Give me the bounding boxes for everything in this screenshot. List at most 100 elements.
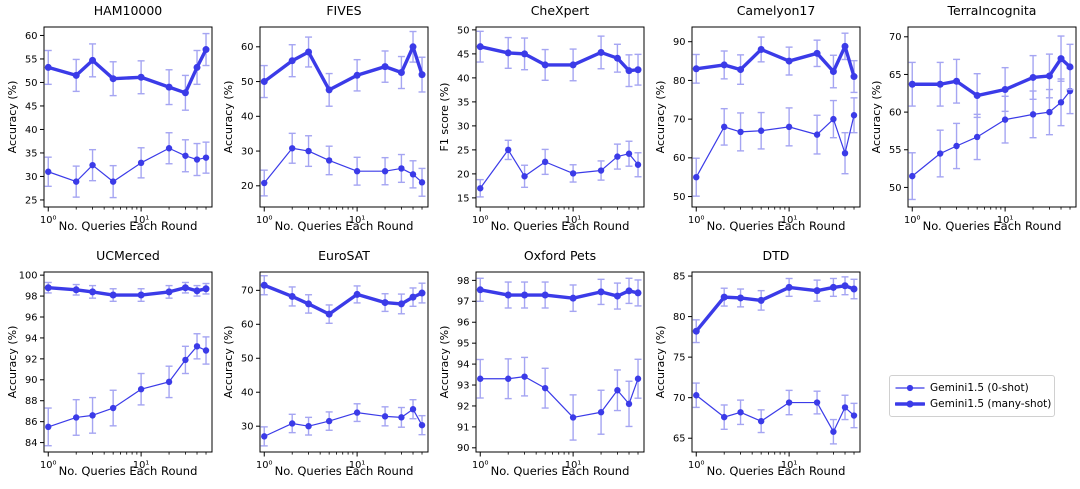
subplot-title: Oxford Pets [523,248,597,263]
x-axis-label: No. Queries Each Round [58,464,198,478]
subplot-title: UCMerced [96,248,160,263]
svg-text:90: 90 [25,375,37,386]
svg-text:40: 40 [241,112,253,123]
svg-text:10⁰: 10⁰ [40,460,56,471]
subplot-eurosat: EuroSAT Accuracy (%) 30 40 50 60 70 10⁰ 10¹ No… [216,245,432,489]
chart-canvas-chexpert: 15 20 25 30 35 40 45 50 10⁰ 10¹ [432,19,648,245]
legend-item-0shot: Gemini1.5 (0-shot) [895,380,1048,396]
svg-text:10⁰: 10⁰ [256,215,272,226]
svg-text:85: 85 [673,271,685,282]
subplot-chexpert: CheXpert F1 score (%) 15 20 25 30 35 40 45 50 10… [432,0,648,244]
chart-canvas-fives: 20 30 40 50 60 10⁰ 10¹ [216,19,432,245]
plot-area: 50 60 70 80 90 10⁰ 10¹ [673,26,861,226]
svg-text:15: 15 [457,193,469,204]
svg-text:10¹: 10¹ [349,460,365,471]
svg-text:40: 40 [25,125,37,136]
subplot-title: EuroSAT [318,248,370,263]
chart-canvas-oxford-pets: 90 91 92 93 94 95 96 97 98 10⁰ 10¹ [432,264,648,489]
subplot-title: DTD [762,248,790,263]
svg-text:98: 98 [25,291,37,302]
legend: Gemini1.5 (0-shot) Gemini1.5 (many-shot) [889,375,1055,417]
subplot-title: FIVES [326,3,362,18]
svg-text:88: 88 [25,396,37,407]
svg-text:45: 45 [457,49,469,60]
svg-text:80: 80 [673,76,685,87]
svg-text:10¹: 10¹ [133,460,149,471]
x-axis-label: No. Queries Each Round [490,464,630,478]
svg-text:55: 55 [889,145,901,156]
plot-area: 20 30 40 50 60 10⁰ 10¹ [241,26,429,226]
svg-text:50: 50 [241,354,253,365]
svg-text:25: 25 [25,195,37,206]
svg-text:70: 70 [673,115,685,126]
legend-cell: Gemini1.5 (0-shot) Gemini1.5 (many-shot) [864,245,1080,489]
svg-text:10¹: 10¹ [997,215,1013,226]
svg-text:40: 40 [457,73,469,84]
svg-text:60: 60 [241,42,253,53]
chart-canvas-ham10000: 25 30 35 40 45 50 55 60 10⁰ 10¹ [0,19,216,245]
subplot-fives: FIVES Accuracy (%) 20 30 40 50 60 10⁰ 10¹ No. … [216,0,432,244]
svg-text:40: 40 [241,388,253,399]
plot-area: 50 55 60 65 70 10⁰ 10¹ [889,26,1077,226]
chart-canvas-eurosat: 30 40 50 60 70 10⁰ 10¹ [216,264,432,489]
plot-area: 15 20 25 30 35 40 45 50 10⁰ 10¹ [457,25,645,226]
svg-text:70: 70 [673,393,685,404]
x-axis-label: No. Queries Each Round [58,219,198,233]
svg-text:10¹: 10¹ [133,215,149,226]
svg-text:60: 60 [673,153,685,164]
legend-swatch-manyshot-icon [895,398,925,410]
svg-text:95: 95 [457,339,469,350]
svg-text:10⁰: 10⁰ [472,460,488,471]
legend-label: Gemini1.5 (many-shot) [930,398,1052,410]
svg-text:90: 90 [457,443,469,454]
subplot-title: CheXpert [530,3,590,18]
legend-item-manyshot: Gemini1.5 (many-shot) [895,396,1052,412]
svg-text:35: 35 [457,97,469,108]
plot-area: 30 40 50 60 70 10⁰ 10¹ [241,271,429,471]
svg-text:10⁰: 10⁰ [40,215,56,226]
plot-area: 84 86 88 90 92 94 96 98 100 10⁰ 10¹ [19,271,213,471]
svg-text:60: 60 [241,320,253,331]
x-axis-label: No. Queries Each Round [490,219,630,233]
svg-text:94: 94 [25,333,37,344]
svg-text:90: 90 [673,37,685,48]
svg-text:86: 86 [25,417,37,428]
svg-text:84: 84 [25,438,37,449]
subplot-ucmerced: UCMerced Accuracy (%) 84 86 88 90 92 94 96 98 10… [0,245,216,489]
svg-text:96: 96 [25,312,37,323]
svg-text:50: 50 [25,78,37,89]
svg-text:30: 30 [241,422,253,433]
svg-text:30: 30 [25,172,37,183]
subplot-title: Camelyon17 [736,3,816,18]
svg-text:98: 98 [457,276,469,287]
legend-swatch-0shot-icon [895,382,925,394]
x-axis-label: No. Queries Each Round [706,219,846,233]
subplot-ham10000: HAM10000 Accuracy (%) 25 30 35 40 45 50 55 60 10… [0,0,216,244]
svg-text:96: 96 [457,318,469,329]
svg-text:30: 30 [241,146,253,157]
svg-text:55: 55 [25,54,37,65]
svg-text:10¹: 10¹ [349,215,365,226]
svg-text:25: 25 [457,145,469,156]
svg-text:45: 45 [25,101,37,112]
svg-text:20: 20 [241,181,253,192]
x-axis-label: No. Queries Each Round [706,464,846,478]
svg-text:65: 65 [673,434,685,445]
svg-text:70: 70 [889,32,901,43]
subplot-title: HAM10000 [93,3,163,18]
svg-text:97: 97 [457,297,469,308]
chart-canvas-dtd: 65 70 75 80 85 10⁰ 10¹ [648,264,864,489]
svg-text:100: 100 [19,271,38,282]
svg-text:10⁰: 10⁰ [256,460,272,471]
svg-text:10¹: 10¹ [781,460,797,471]
x-axis-label: No. Queries Each Round [922,219,1062,233]
svg-text:80: 80 [673,312,685,323]
svg-text:50: 50 [241,77,253,88]
svg-text:60: 60 [25,31,37,42]
subplot-terraincognita: TerraIncognita Accuracy (%) 50 55 60 65 70 10… [864,0,1080,244]
plot-area: 90 91 92 93 94 95 96 97 98 10⁰ 10¹ [457,271,645,471]
svg-text:10¹: 10¹ [781,215,797,226]
svg-text:92: 92 [457,401,469,412]
svg-text:35: 35 [25,148,37,159]
plot-area: 25 30 35 40 45 50 55 60 10⁰ 10¹ [25,26,213,226]
